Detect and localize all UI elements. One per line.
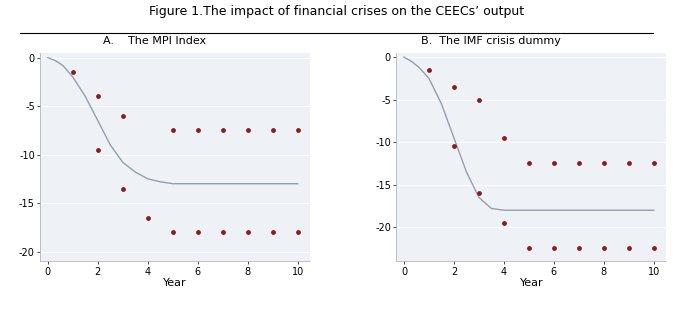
Point bbox=[524, 161, 534, 166]
Point bbox=[192, 230, 203, 235]
Text: Figure 1.The impact of financial crises on the CEECs’ output: Figure 1.The impact of financial crises … bbox=[149, 5, 524, 18]
Point bbox=[92, 147, 103, 152]
Point bbox=[143, 215, 153, 220]
Point bbox=[449, 84, 460, 89]
Point bbox=[623, 161, 634, 166]
Point bbox=[623, 246, 634, 251]
Point bbox=[423, 67, 434, 72]
Point bbox=[499, 135, 509, 140]
Point bbox=[598, 246, 609, 251]
Point bbox=[573, 161, 584, 166]
Point bbox=[67, 70, 78, 75]
Point bbox=[217, 128, 228, 133]
Point bbox=[449, 144, 460, 149]
Point bbox=[524, 246, 534, 251]
Point bbox=[92, 94, 103, 99]
Point bbox=[242, 128, 253, 133]
Point bbox=[168, 128, 178, 133]
Text: A.    The MPI Index: A. The MPI Index bbox=[103, 36, 207, 46]
Point bbox=[117, 114, 128, 118]
Point bbox=[292, 128, 303, 133]
Point bbox=[548, 161, 559, 166]
Point bbox=[548, 246, 559, 251]
Point bbox=[499, 220, 509, 225]
Point bbox=[598, 161, 609, 166]
Point bbox=[648, 246, 659, 251]
Point bbox=[168, 230, 178, 235]
Point bbox=[474, 97, 485, 102]
Point bbox=[573, 246, 584, 251]
Text: B.  The IMF crisis dummy: B. The IMF crisis dummy bbox=[421, 36, 561, 46]
Point bbox=[192, 128, 203, 133]
Point bbox=[648, 161, 659, 166]
Point bbox=[242, 230, 253, 235]
Point bbox=[217, 230, 228, 235]
Point bbox=[267, 230, 278, 235]
Point bbox=[117, 186, 128, 191]
Point bbox=[292, 230, 303, 235]
Point bbox=[474, 191, 485, 196]
X-axis label: Year: Year bbox=[164, 278, 187, 288]
Point bbox=[267, 128, 278, 133]
X-axis label: Year: Year bbox=[520, 278, 543, 288]
